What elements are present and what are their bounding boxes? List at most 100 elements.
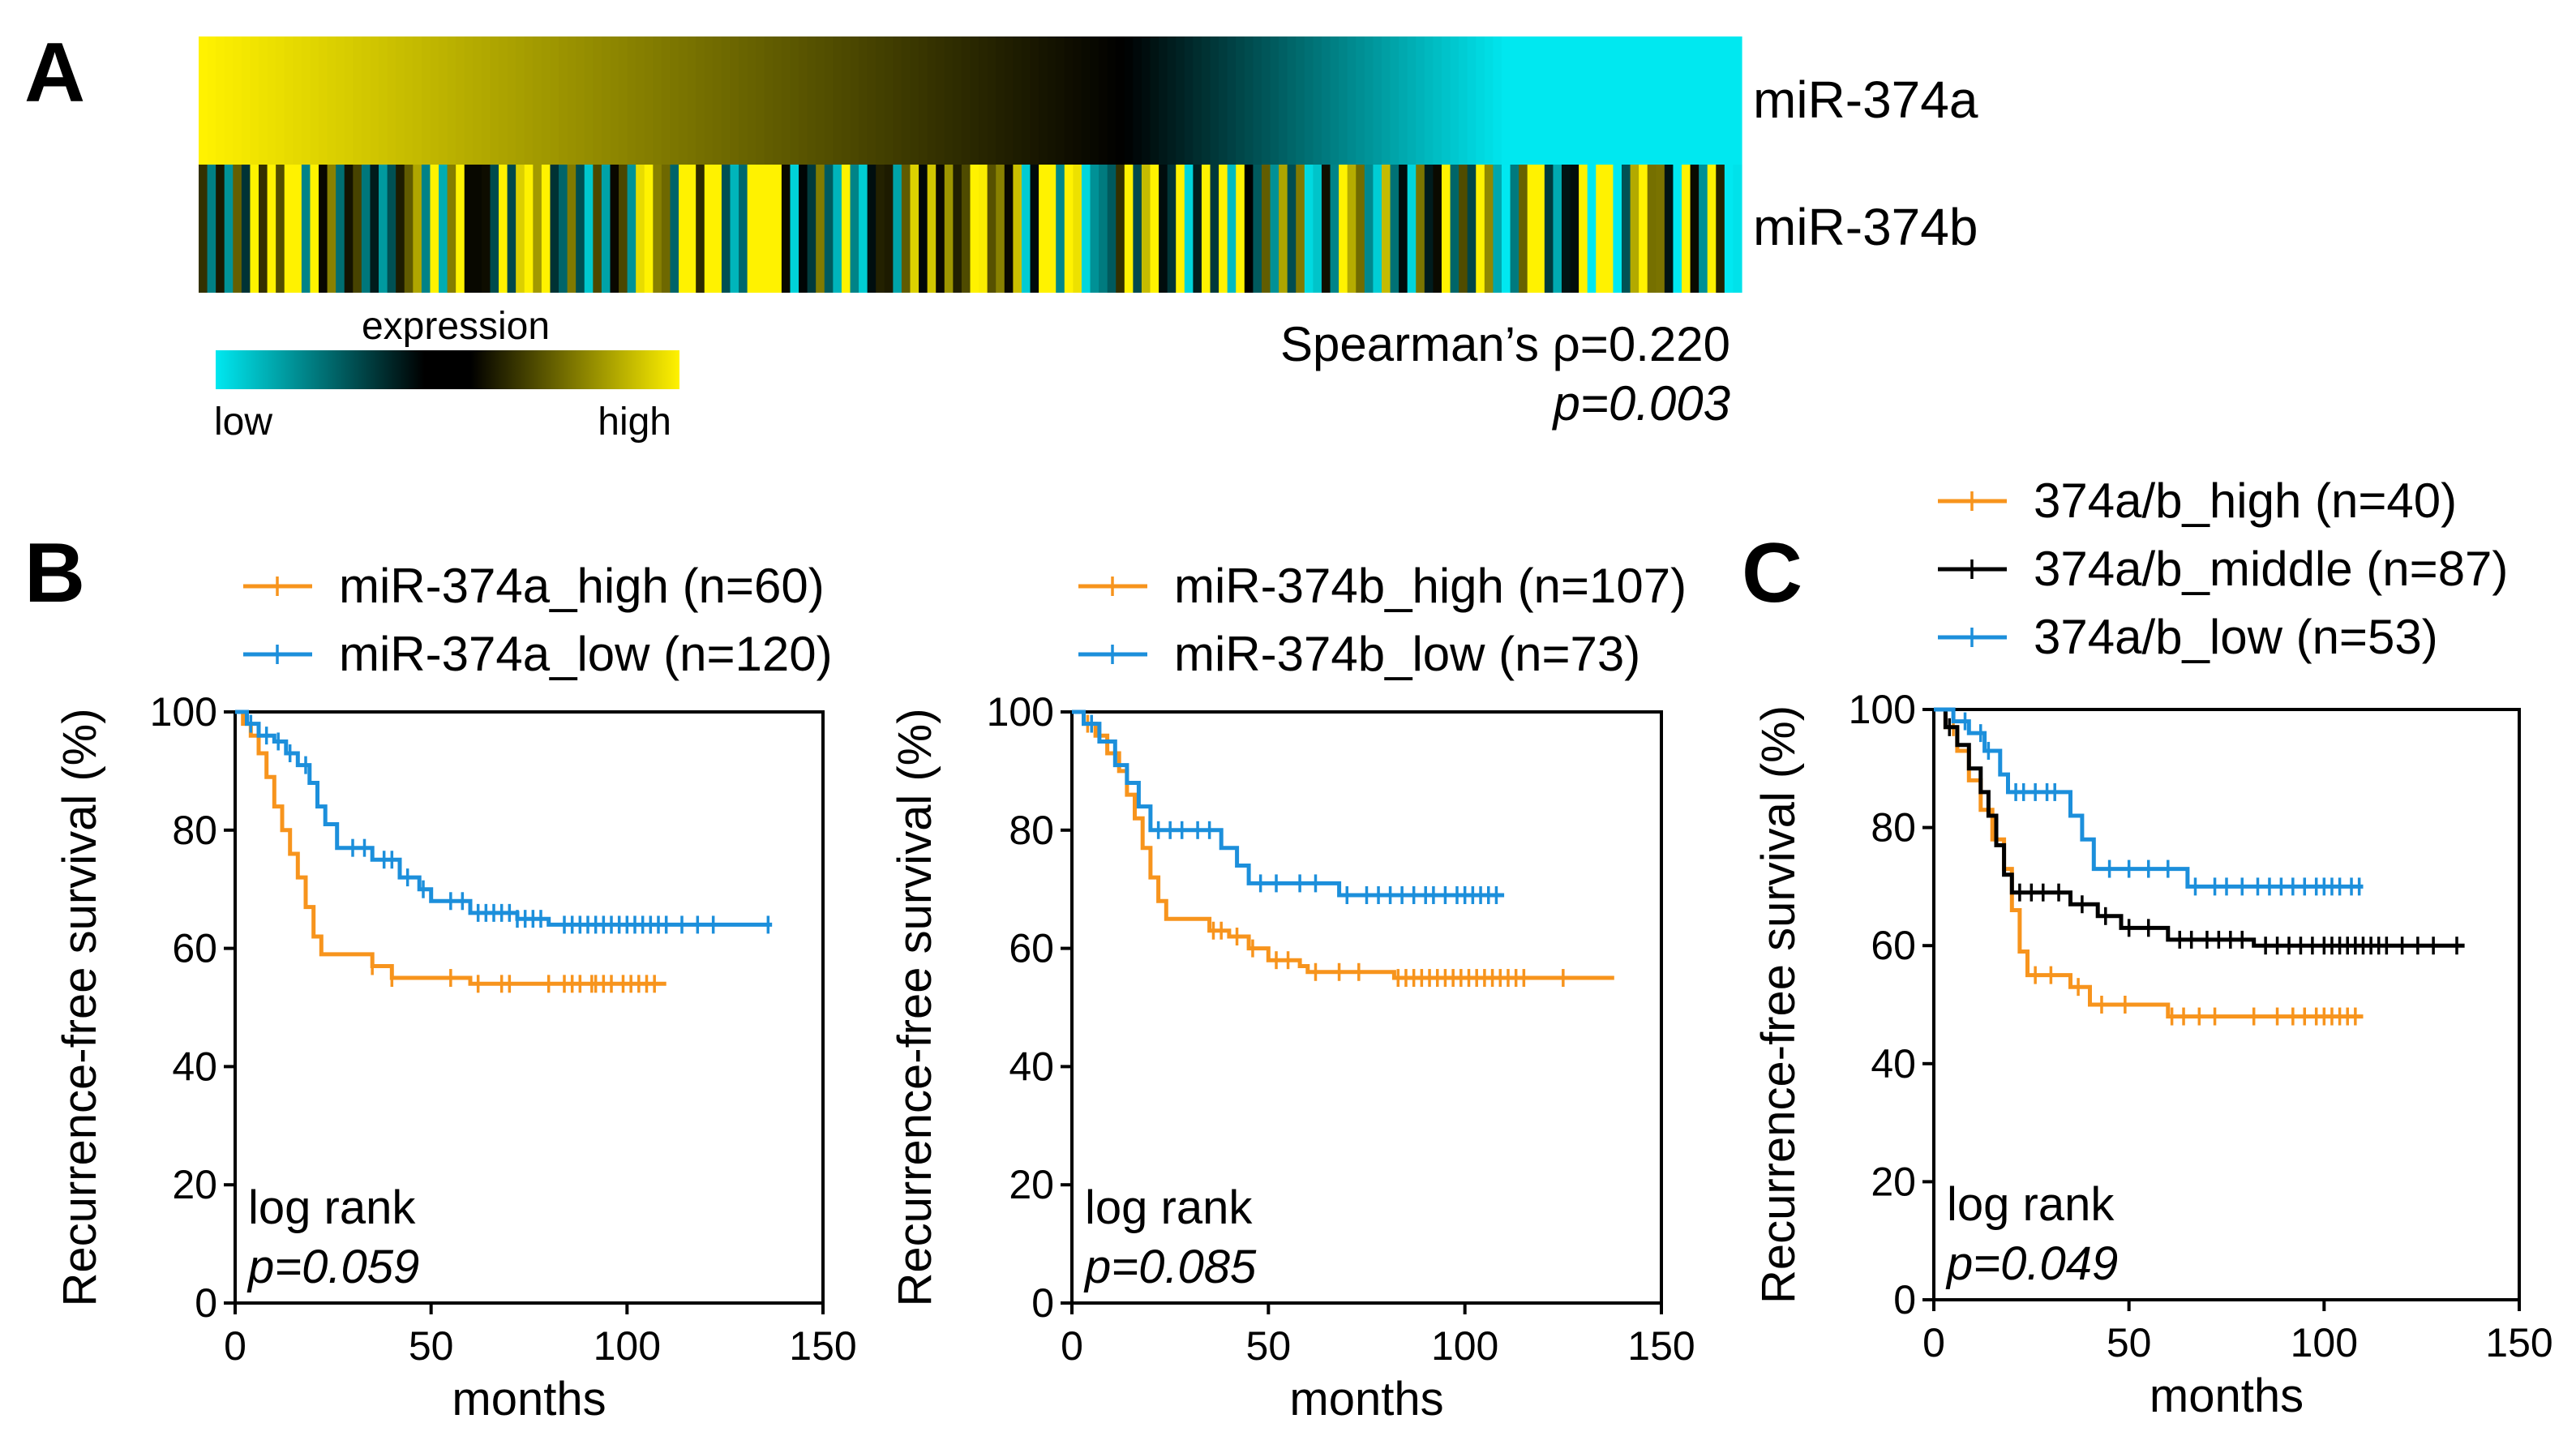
heatmap-cell	[910, 165, 919, 293]
heatmap-cell	[1519, 165, 1528, 293]
heatmap-cell	[1244, 36, 1254, 165]
heatmap-cell	[233, 36, 242, 165]
heatmap-cell	[841, 36, 851, 165]
heatmap-cell	[250, 165, 259, 293]
heatmap-cell	[867, 165, 877, 293]
heatmap-cell	[1579, 36, 1588, 165]
heatmap-cell	[267, 165, 276, 293]
km-plot-mir-374a: 0 50 100 150020406080100monthsRecurrence-fr…	[54, 559, 857, 1425]
heatmap-cell	[730, 165, 739, 293]
heatmap-cell	[1270, 165, 1279, 293]
heatmap-cell	[250, 36, 259, 165]
heatmap-cell	[987, 165, 997, 293]
heatmap-cell	[1244, 165, 1254, 293]
heatmap-cell	[1527, 36, 1537, 165]
y-tick-label: 0	[195, 1280, 217, 1326]
heatmap-cell	[1064, 36, 1074, 165]
heatmap-cell	[670, 165, 679, 293]
heatmap-cell	[464, 36, 474, 165]
heatmap-cell	[1253, 36, 1262, 165]
heatmap-cell	[1613, 165, 1622, 293]
heatmap-cell	[713, 165, 722, 293]
x-tick-label: 100	[1431, 1323, 1498, 1369]
heatmap-cell	[1459, 36, 1468, 165]
heatmap-cell	[1313, 165, 1322, 293]
heatmap-cell	[841, 165, 851, 293]
heatmap-cell	[1253, 165, 1262, 293]
heatmap-cell	[464, 165, 474, 293]
heatmap-cell	[1261, 165, 1271, 293]
heatmap-cell	[473, 36, 482, 165]
log-rank-p-value: p=0.049	[1945, 1237, 2118, 1290]
heatmap-cell	[653, 165, 662, 293]
heatmap-cell	[679, 36, 688, 165]
heatmap-cell	[627, 165, 636, 293]
y-tick-label: 100	[987, 689, 1054, 735]
panel-label-c: C	[1742, 526, 1802, 620]
panel-label-b: B	[24, 526, 85, 620]
heatmap-cell	[781, 165, 791, 293]
heatmap-cell	[1321, 165, 1331, 293]
heatmap-cell	[747, 165, 757, 293]
heatmap-cell	[1296, 165, 1305, 293]
heatmap-cell	[1553, 165, 1562, 293]
heatmap-cell	[1047, 165, 1057, 293]
heatmap-cell	[1681, 36, 1691, 165]
heatmap-cell	[1227, 36, 1237, 165]
km-plot-mir-374b: 0 50 100 150020406080100monthsRecurrence-fr…	[889, 559, 1695, 1425]
heatmap-cell	[1219, 36, 1228, 165]
heatmap-cell	[936, 165, 945, 293]
heatmap-row-label-mir-374a: miR-374a	[1753, 71, 1978, 129]
heatmap-cell	[1407, 165, 1417, 293]
heatmap-cell	[1381, 36, 1391, 165]
heatmap-cell	[481, 36, 491, 165]
heatmap-cell	[636, 36, 645, 165]
heatmap-cell	[421, 165, 431, 293]
heatmap-cell	[1141, 165, 1151, 293]
heatmap-cell	[653, 36, 662, 165]
log-rank-label: log rank	[248, 1181, 416, 1234]
heatmap-cell	[1081, 36, 1091, 165]
heatmap-cell	[1107, 36, 1117, 165]
heatmap-cell	[301, 165, 311, 293]
heatmap-cell	[1604, 165, 1614, 293]
heatmap-cell	[1527, 165, 1537, 293]
x-tick-label: 50	[2107, 1320, 2152, 1365]
heatmap-cell	[584, 165, 594, 293]
heatmap-cell	[739, 36, 748, 165]
heatmap-cell	[387, 36, 396, 165]
heatmap-cell	[696, 36, 705, 165]
x-tick-label: 150	[789, 1323, 856, 1369]
heatmap-cell	[644, 36, 654, 165]
heatmap-cell	[1433, 165, 1442, 293]
heatmap-cell	[379, 165, 388, 293]
heatmap-cell	[293, 165, 302, 293]
heatmap-cell	[353, 165, 362, 293]
heatmap-cell	[1399, 36, 1408, 165]
heatmap-cell	[199, 36, 208, 165]
heatmap-cell	[1021, 36, 1031, 165]
heatmap-cell	[1107, 165, 1117, 293]
heatmap-cell	[524, 36, 534, 165]
heatmap-cell	[1450, 165, 1459, 293]
x-tick-label: 0	[1061, 1323, 1083, 1369]
heatmap-cell	[1090, 36, 1099, 165]
heatmap-cell	[593, 36, 602, 165]
heatmap-cell	[404, 36, 414, 165]
heatmap-cell	[1476, 36, 1485, 165]
y-tick-label: 60	[1871, 923, 1916, 968]
heatmap-cell	[970, 36, 979, 165]
heatmap-cell	[1364, 165, 1374, 293]
heatmap-cell	[361, 36, 371, 165]
heatmap-cell	[216, 36, 225, 165]
heatmap-cell	[1364, 36, 1374, 165]
expression-colorbar	[216, 350, 679, 389]
heatmap-cell	[1167, 165, 1177, 293]
heatmap-cell	[1347, 36, 1357, 165]
heatmap-cell	[1090, 165, 1099, 293]
legend-label: miR-374a_low (n=120)	[339, 627, 833, 681]
heatmap-cell	[987, 36, 997, 165]
heatmap-cell	[1004, 36, 1014, 165]
km-curve-low	[1072, 709, 1505, 898]
y-tick-label: 40	[172, 1044, 217, 1089]
